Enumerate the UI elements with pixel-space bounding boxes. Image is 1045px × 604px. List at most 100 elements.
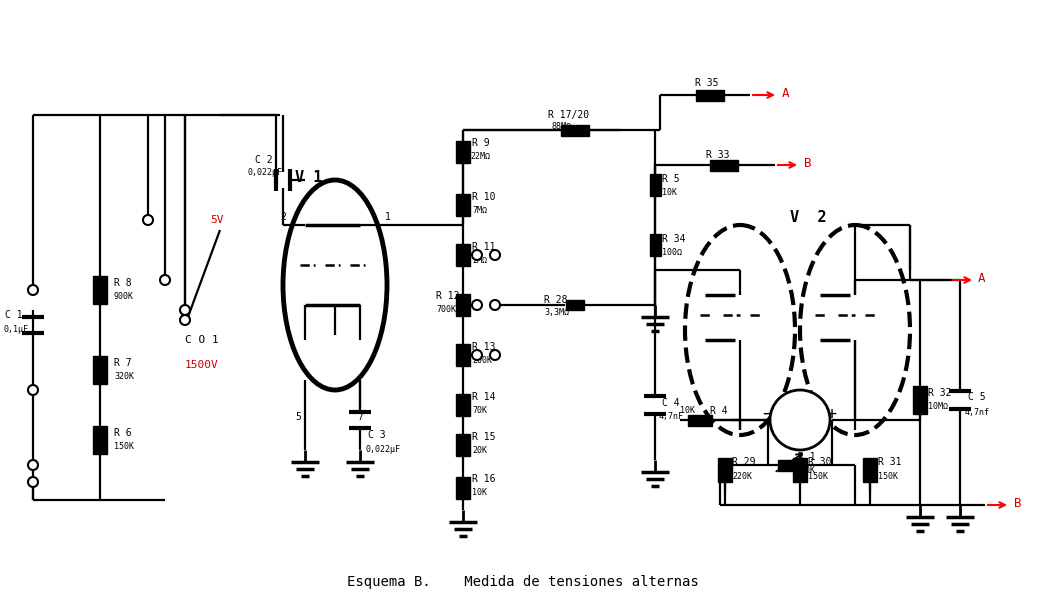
Text: R 33: R 33 xyxy=(706,150,729,160)
Text: 5V: 5V xyxy=(210,215,224,225)
Circle shape xyxy=(490,250,500,260)
Text: R 12: R 12 xyxy=(436,291,460,301)
Circle shape xyxy=(180,315,190,325)
Text: 150K: 150K xyxy=(114,442,134,451)
Text: 3,3MΩ: 3,3MΩ xyxy=(544,308,568,317)
Text: C 3: C 3 xyxy=(368,430,386,440)
Bar xyxy=(93,356,107,384)
Bar xyxy=(93,426,107,454)
Text: C 2: C 2 xyxy=(255,155,273,165)
Text: 4,7nf: 4,7nf xyxy=(965,408,990,417)
Circle shape xyxy=(472,350,482,360)
Text: R 29: R 29 xyxy=(732,457,756,467)
Bar xyxy=(456,294,470,316)
Text: 700K: 700K xyxy=(436,305,456,314)
Bar xyxy=(650,174,660,196)
Bar xyxy=(93,276,107,304)
Bar xyxy=(456,141,470,163)
Text: 7: 7 xyxy=(357,412,363,422)
Bar xyxy=(913,386,927,414)
Text: R 17/20: R 17/20 xyxy=(548,110,589,120)
Circle shape xyxy=(28,460,38,470)
Text: 20K: 20K xyxy=(472,446,487,455)
Bar xyxy=(793,458,807,482)
Bar xyxy=(863,458,877,482)
Bar xyxy=(561,124,589,135)
Text: B: B xyxy=(1014,497,1022,510)
Circle shape xyxy=(28,285,38,295)
Text: 2MΩ: 2MΩ xyxy=(472,256,487,265)
Text: R 11: R 11 xyxy=(472,242,495,252)
Text: R 16: R 16 xyxy=(472,474,495,484)
Text: R 1: R 1 xyxy=(798,452,816,462)
Text: 150K: 150K xyxy=(878,472,898,481)
Text: 7MΩ: 7MΩ xyxy=(472,206,487,215)
Text: 70K: 70K xyxy=(472,406,487,415)
Text: V 1: V 1 xyxy=(295,170,322,185)
Text: 320K: 320K xyxy=(114,372,134,381)
Circle shape xyxy=(160,275,170,285)
Text: 27K: 27K xyxy=(710,163,725,172)
Text: R 10: R 10 xyxy=(472,192,495,202)
Text: B: B xyxy=(804,157,812,170)
Circle shape xyxy=(180,305,190,315)
Text: R 30: R 30 xyxy=(808,457,832,467)
Bar xyxy=(688,414,712,425)
Text: C 5: C 5 xyxy=(968,392,985,402)
Circle shape xyxy=(472,300,482,310)
Bar xyxy=(696,89,724,100)
Circle shape xyxy=(490,350,500,360)
Bar xyxy=(456,194,470,216)
Text: R 6: R 6 xyxy=(114,428,132,438)
Bar xyxy=(456,477,470,499)
Text: 88MΩ: 88MΩ xyxy=(552,122,572,131)
Text: 0,1µF: 0,1µF xyxy=(3,325,28,334)
Text: R 35: R 35 xyxy=(695,78,719,88)
Text: 200K: 200K xyxy=(472,356,492,365)
Text: 10K: 10K xyxy=(661,188,677,197)
Circle shape xyxy=(143,215,153,225)
Text: 0,022µF: 0,022µF xyxy=(365,445,400,454)
Text: 900K: 900K xyxy=(114,292,134,301)
Text: µA: µA xyxy=(786,408,802,420)
Text: Esquema B.    Medida de tensiones alternas: Esquema B. Medida de tensiones alternas xyxy=(347,575,698,589)
Text: 100Ω: 100Ω xyxy=(661,248,682,257)
Text: R 15: R 15 xyxy=(472,432,495,442)
Text: 10K: 10K xyxy=(472,488,487,497)
Text: 10K: 10K xyxy=(680,406,695,415)
Text: R 34: R 34 xyxy=(661,234,686,244)
Text: 0,022µF: 0,022µF xyxy=(248,168,283,177)
Bar xyxy=(456,394,470,416)
Text: 1500V: 1500V xyxy=(185,360,218,370)
Text: 10K: 10K xyxy=(700,92,715,101)
Bar xyxy=(456,434,470,456)
Circle shape xyxy=(28,477,38,487)
Text: R 8: R 8 xyxy=(114,278,132,288)
Text: A: A xyxy=(978,272,985,285)
Text: V  2: V 2 xyxy=(790,210,827,225)
Circle shape xyxy=(770,390,830,450)
Text: 22MΩ: 22MΩ xyxy=(470,152,490,161)
Text: 4,7nF: 4,7nF xyxy=(659,412,684,421)
Text: R 31: R 31 xyxy=(878,457,902,467)
Bar xyxy=(650,234,660,256)
Text: R 9: R 9 xyxy=(472,138,490,148)
Text: C 1: C 1 xyxy=(5,310,23,320)
Text: 10K: 10K xyxy=(800,466,815,475)
Text: 1: 1 xyxy=(385,212,391,222)
Text: R 14: R 14 xyxy=(472,392,495,402)
Circle shape xyxy=(28,385,38,395)
Text: R 28: R 28 xyxy=(544,295,567,305)
Text: A: A xyxy=(782,87,790,100)
Text: C 4: C 4 xyxy=(661,398,679,408)
Text: R 32: R 32 xyxy=(928,388,952,398)
Text: −: − xyxy=(762,405,772,423)
Bar xyxy=(710,159,738,170)
Text: 10MΩ: 10MΩ xyxy=(928,402,948,411)
Bar xyxy=(566,300,584,310)
Circle shape xyxy=(490,300,500,310)
Circle shape xyxy=(472,250,482,260)
Text: R 4: R 4 xyxy=(710,406,727,416)
Bar xyxy=(718,458,732,482)
Text: R 5: R 5 xyxy=(661,174,679,184)
